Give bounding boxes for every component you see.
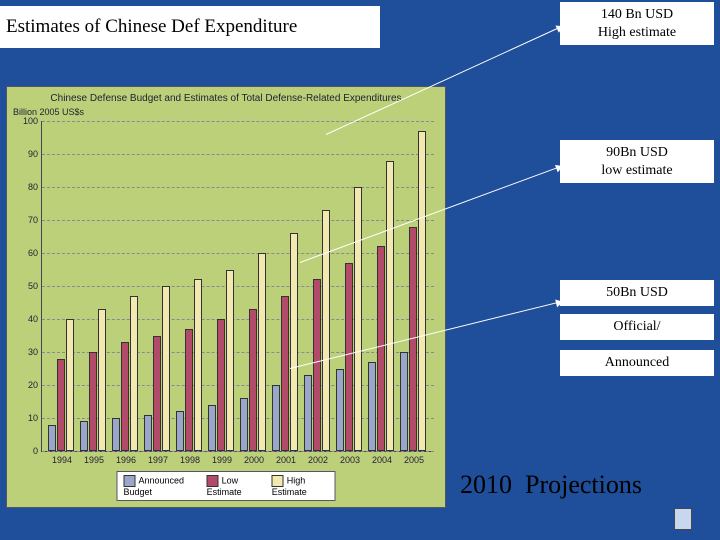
bar [226, 270, 234, 452]
bar [98, 309, 106, 451]
bar [281, 296, 289, 451]
bar [217, 319, 225, 451]
bar [322, 210, 330, 451]
bar [258, 253, 266, 451]
bar [48, 425, 56, 451]
bar [153, 336, 161, 452]
bar [368, 362, 376, 451]
projections-text: Projections [525, 470, 642, 499]
bar [57, 359, 65, 451]
callout: Official/ [560, 314, 714, 340]
bar [89, 352, 97, 451]
bar [144, 415, 152, 451]
computer-icon [674, 508, 692, 530]
chart-plot-area: 0102030405060708090100199419951996199719… [41, 121, 434, 452]
bar [272, 385, 280, 451]
bar [304, 375, 312, 451]
bar [240, 398, 248, 451]
bar [418, 131, 426, 451]
chart-title: Chinese Defense Budget and Estimates of … [7, 87, 445, 104]
bar [336, 369, 344, 452]
bar [176, 411, 184, 451]
bar [354, 187, 362, 451]
bar [208, 405, 216, 451]
slide-title: Estimates of Chinese Def Expenditure [6, 16, 297, 38]
bar [386, 161, 394, 451]
projections-label: 2010 Projections [460, 470, 642, 500]
bar [121, 342, 129, 451]
bar [290, 233, 298, 451]
bar [313, 279, 321, 451]
bar [66, 319, 74, 451]
slide-root: Estimates of Chinese Def Expenditure 140… [0, 0, 720, 540]
bar [194, 279, 202, 451]
bar [130, 296, 138, 451]
bar [249, 309, 257, 451]
chart-container: Chinese Defense Budget and Estimates of … [6, 86, 446, 508]
title-band: Estimates of Chinese Def Expenditure [0, 6, 380, 48]
callout: Announced [560, 350, 714, 376]
bar [162, 286, 170, 451]
chart-legend: Announced BudgetLow EstimateHigh Estimat… [117, 471, 336, 501]
bar [185, 329, 193, 451]
callout: 50Bn USD [560, 280, 714, 306]
bar [80, 421, 88, 451]
callout: 140 Bn USDHigh estimate [560, 2, 714, 45]
bar [112, 418, 120, 451]
projections-year: 2010 [460, 470, 512, 499]
bar [345, 263, 353, 451]
bar [400, 352, 408, 451]
bar [377, 246, 385, 451]
callout: 90Bn USDlow estimate [560, 140, 714, 183]
